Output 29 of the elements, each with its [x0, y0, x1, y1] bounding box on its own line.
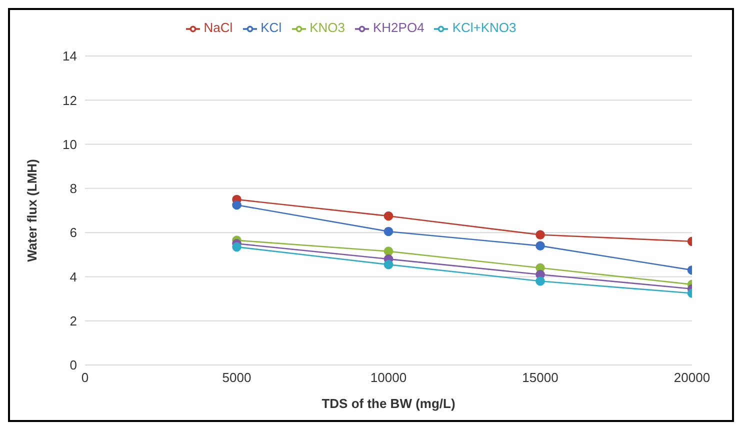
point [384, 226, 394, 236]
x-tick-label: 0 [81, 370, 89, 386]
legend-label: KH2PO4 [373, 20, 424, 35]
y-tick-label: 6 [70, 225, 77, 240]
legend-label: KCl [260, 20, 282, 35]
point [384, 260, 394, 270]
y-tick-label: 12 [62, 92, 77, 108]
x-tick-label: 5000 [222, 370, 252, 386]
y-tick-label: 14 [62, 48, 77, 64]
x-axis-title: TDS of the BW (mg/L) [322, 396, 456, 411]
legend-label: KNO3 [310, 20, 345, 35]
y-tick-label: 2 [70, 313, 77, 328]
x-tick-label: 15000 [522, 370, 558, 386]
y-tick-label: 0 [70, 358, 77, 373]
point [232, 200, 242, 210]
y-tick-label: 4 [70, 269, 77, 284]
point [384, 211, 394, 221]
legend-label: KCl+KNO3 [452, 20, 516, 35]
y-tick-label: 8 [70, 181, 77, 196]
x-tick-label: 10000 [370, 370, 407, 386]
legend-label: NaCl [204, 20, 233, 35]
x-tick-label: 20000 [674, 370, 710, 386]
point [536, 230, 545, 240]
y-axis-title: Water flux (LMH) [24, 159, 40, 262]
point [536, 276, 545, 286]
point [384, 246, 394, 256]
y-tick-label: 10 [62, 136, 77, 152]
point [232, 242, 242, 252]
point [536, 241, 545, 250]
